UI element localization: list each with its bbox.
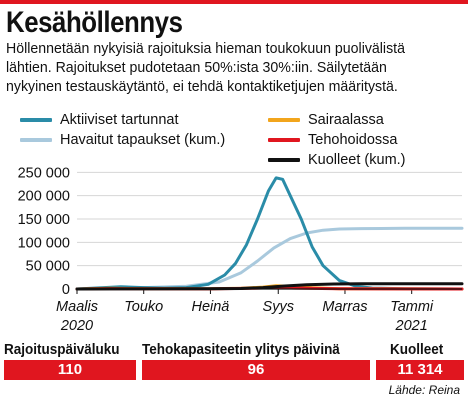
legend-item: Havaitut tapaukset (kum.)	[20, 130, 225, 150]
legend-swatch	[20, 138, 52, 142]
stat-label-restriction-days: Rajoituspäiväluku	[4, 341, 120, 358]
intro-line: nykyinen testauskäytäntö, ei tehdä konta…	[6, 79, 398, 95]
series-line	[75, 226, 464, 291]
x-tick-label: Syys	[263, 299, 294, 315]
legend-label: Kuolleet (kum.)	[308, 152, 406, 168]
legend-label: Sairaalassa	[308, 112, 384, 128]
legend-label: Tehohoidossa	[308, 132, 398, 148]
legend-left: Aktiiviset tartunnat Havaitut tapaukset …	[20, 110, 225, 150]
x-tick-label: Tammi	[390, 299, 434, 315]
source-note: Lähde: Reina	[388, 383, 460, 397]
legend-right: Sairaalassa Tehohoidossa Kuolleet (kum.)	[268, 110, 406, 170]
y-tick-label: 150 000	[18, 212, 70, 228]
legend-item: Tehohoidossa	[268, 130, 406, 150]
x-tick-label: Marras	[322, 299, 367, 315]
legend-item: Kuolleet (kum.)	[268, 150, 406, 170]
y-tick-label: 100 000	[18, 235, 70, 251]
page-title: Kesähöllennys	[6, 6, 183, 39]
stat-label-icu-overflow: Tehokapasiteetin ylitys päivinä	[142, 341, 340, 358]
x-tick-label: Maalis	[56, 299, 98, 315]
intro-text: Höllennetään nykyisiä rajoituksia hieman…	[6, 40, 462, 97]
legend-swatch	[268, 118, 300, 122]
series-line	[75, 176, 464, 291]
legend-label: Aktiiviset tartunnat	[60, 112, 179, 128]
legend-item: Sairaalassa	[268, 110, 406, 130]
y-tick-label: 200 000	[18, 189, 70, 205]
top-accent-bar	[0, 0, 468, 4]
legend-swatch	[268, 158, 300, 162]
intro-line: lähtien. Rajoitukset pudotetaan 50%:ista…	[6, 60, 387, 76]
stat-value-deaths: 11 314	[376, 360, 464, 380]
line-chart: 0 50 000 100 000 150 000 200 000 250 000 Maali…	[18, 165, 464, 334]
y-tick-label: 50 000	[26, 259, 70, 275]
stat-value-icu-overflow: 96	[142, 360, 370, 380]
legend-swatch	[20, 118, 52, 122]
legend-item: Aktiiviset tartunnat	[20, 110, 225, 130]
intro-line: Höllennetään nykyisiä rajoituksia hieman…	[6, 41, 405, 57]
legend-label: Havaitut tapaukset (kum.)	[60, 132, 226, 148]
stat-value-restriction-days: 110	[4, 360, 136, 380]
y-tick-label: 250 000	[18, 165, 70, 181]
x-tick-label: Heinä	[191, 299, 229, 315]
legend-swatch	[268, 138, 300, 142]
y-tick-label: 0	[62, 282, 70, 298]
x-tick-label: Touko	[124, 299, 163, 315]
x-tick-sublabel: 2020	[60, 318, 93, 334]
x-tick-sublabel: 2021	[395, 318, 428, 334]
stat-label-deaths: Kuolleet	[390, 341, 444, 358]
